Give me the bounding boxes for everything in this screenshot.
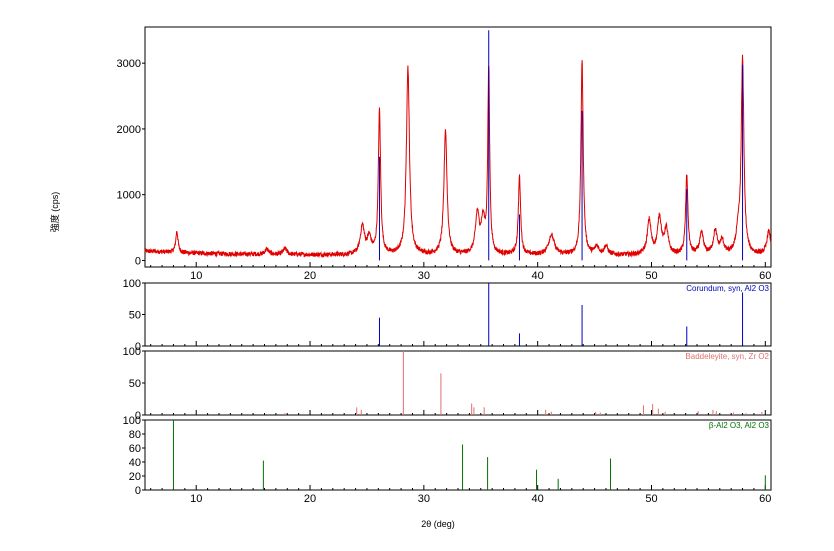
corundum-reference-panel: 0 50 100 Corundum, syn, Al2 O3 [123, 278, 772, 353]
main-xtick-label-50: 50 [645, 270, 657, 282]
ref0-ytick-label-50: 50 [129, 310, 141, 322]
ref1-ytick-label-100: 100 [123, 346, 141, 358]
reference-frame-1 [144, 350, 772, 416]
reference-frame-2 [144, 419, 772, 491]
baddeleyite-reference-panel: 0 50 100 Baddeleyite, syn, Zr O2 [123, 346, 772, 422]
main-xtick-label-60: 60 [759, 270, 771, 282]
ref2-ytick-label-0: 0 [135, 485, 141, 497]
ref2-name: β-Al2 O3, Al2 O3 [709, 421, 770, 430]
main-plot-frame [144, 26, 772, 268]
reference-frame-0 [144, 282, 772, 347]
measured-pattern-line-0 [144, 54, 772, 259]
main-xtick-label-30: 30 [418, 270, 430, 282]
beta-alumina-reference-panel: 0 20 40 60 80 100 10 20 30 40 50 60 β-Al2 O3, Al2 O3 [123, 415, 772, 505]
ref0-ytick-label-0: 0 [135, 341, 141, 353]
main-ytick-label-2000: 2000 [117, 124, 141, 136]
ref2-xtick-label-60: 60 [759, 493, 771, 505]
ref2-ytick-label-100: 100 [123, 415, 141, 427]
ref1-ytick-label-0: 0 [135, 410, 141, 422]
ref0-ytick-label-100: 100 [123, 278, 141, 290]
main-xtick-label-10: 10 [190, 270, 202, 282]
ref2-ytick-label-80: 80 [129, 429, 141, 441]
ref2-xtick-label-40: 40 [532, 493, 544, 505]
ref1-name: Baddeleyite, syn, Zr O2 [685, 352, 769, 361]
main-ytick-label-1000: 1000 [117, 190, 141, 202]
ref2-ytick-label-60: 60 [129, 443, 141, 455]
ref2-xtick-label-20: 20 [304, 493, 316, 505]
main-ytick-label-0: 0 [135, 255, 141, 267]
main-ytick-label-3000: 3000 [117, 58, 141, 70]
ref2-xtick-label-10: 10 [190, 493, 202, 505]
ref2-xtick-label-50: 50 [645, 493, 657, 505]
main-xtick-label-20: 20 [304, 270, 316, 282]
ref1-ytick-label-50: 50 [129, 378, 141, 390]
x-axis-label: 2θ (deg) [421, 519, 455, 529]
ref2-xtick-label-30: 30 [418, 493, 430, 505]
ref2-ytick-label-40: 40 [129, 457, 141, 469]
main-pattern-panel: 0 1000 2000 3000 10 20 30 40 50 60 [117, 26, 772, 282]
ref2-ytick-label-20: 20 [129, 471, 141, 483]
ref0-name: Corundum, syn, Al2 O3 [686, 284, 769, 293]
y-axis-label: 強度 (cps) [49, 192, 60, 233]
main-xtick-label-40: 40 [532, 270, 544, 282]
